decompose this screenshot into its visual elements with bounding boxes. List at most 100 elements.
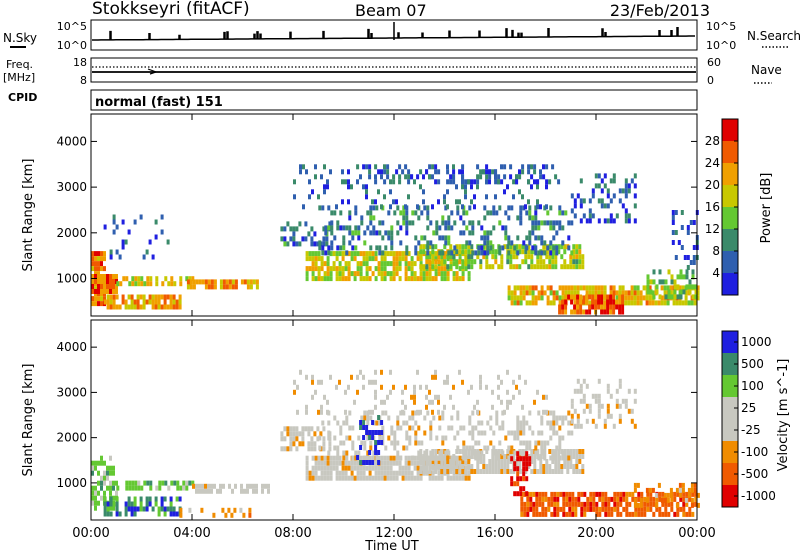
heatmap-cell (561, 304, 565, 310)
heatmap-cell (633, 193, 637, 199)
heatmap-cell (305, 470, 309, 476)
heatmap-cell (372, 230, 376, 236)
heatmap-cell (353, 256, 357, 262)
heatmap-cell (429, 455, 433, 461)
heatmap-cell (680, 225, 684, 230)
heatmap-cell (458, 199, 461, 205)
heatmap-cell (425, 384, 428, 390)
heatmap-cell (510, 456, 514, 462)
heatmap-cell (374, 199, 377, 205)
heatmap-cell (365, 251, 369, 257)
heatmap-cell (696, 295, 700, 301)
heatmap-cell (530, 449, 534, 454)
heatmap-cell (160, 214, 164, 220)
heatmap-cell (323, 455, 327, 461)
heatmap-cell (311, 379, 314, 385)
heatmap-cell (690, 487, 694, 493)
heatmap-cell (368, 164, 372, 170)
heatmap-cell (292, 431, 296, 437)
heatmap-cell (386, 174, 390, 180)
heatmap-cell (615, 403, 619, 409)
heatmap-cell (539, 459, 543, 464)
heatmap-cell (568, 506, 572, 512)
heatmap-cell (441, 410, 445, 416)
heatmap-cell (163, 294, 167, 300)
heatmap-cell (345, 435, 349, 441)
heatmap-cell (327, 450, 331, 456)
heatmap-cell (564, 455, 568, 461)
heatmap-cell (112, 274, 115, 279)
heatmap-cell (688, 506, 692, 512)
heatmap-cell (537, 455, 541, 461)
heatmap-cell (134, 480, 138, 486)
heatmap-cell (395, 266, 399, 272)
heatmap-cell (446, 276, 450, 282)
heatmap-cell (293, 194, 296, 200)
heatmap-cell (491, 469, 495, 474)
heatmap-cell (310, 241, 314, 247)
heatmap-cell (573, 300, 577, 306)
heatmap-cell (600, 178, 604, 184)
heatmap-cell (91, 470, 94, 476)
heatmap-cell (597, 398, 601, 404)
heatmap-cell (539, 174, 543, 180)
heatmap-cell (91, 296, 94, 302)
heatmap-cell (127, 501, 131, 507)
heatmap-cell (374, 276, 378, 282)
heatmap-cell (142, 506, 146, 512)
heatmap-cell (414, 410, 418, 416)
heatmap-cell (293, 389, 296, 395)
heatmap-cell (384, 410, 388, 416)
heatmap-cell (435, 435, 439, 441)
heatmap-cell (600, 188, 604, 194)
heatmap-cell (473, 259, 477, 265)
heatmap-cell (621, 294, 625, 300)
heatmap-cell (106, 470, 109, 476)
heatmap-cell (534, 250, 538, 256)
heatmap-cell (619, 501, 623, 507)
heatmap-cell (549, 410, 553, 416)
heatmap-cell (676, 294, 680, 300)
heatmap-cell (91, 284, 94, 289)
heatmap-cell (407, 179, 411, 185)
heatmap-cell (160, 496, 164, 502)
heatmap-cell (399, 225, 403, 231)
heatmap-cell (464, 244, 468, 250)
heatmap-cell (374, 256, 378, 262)
heatmap-cell (335, 251, 339, 257)
heatmap-cell (362, 425, 366, 430)
heatmap-cell (619, 496, 623, 502)
heatmap-cell (519, 430, 523, 436)
heatmap-cell (600, 203, 604, 209)
heatmap-cell (407, 194, 410, 200)
heatmap-cell (594, 299, 598, 305)
heatmap-cell (522, 461, 526, 467)
heatmap-cell (600, 285, 604, 291)
heatmap-cell (559, 491, 563, 497)
heatmap-cell (603, 290, 607, 296)
heatmap-cell (600, 309, 604, 315)
heatmap-cell (658, 511, 662, 517)
heatmap-cell (151, 299, 155, 305)
heatmap-cell (462, 425, 466, 431)
heatmap-cell (396, 455, 400, 461)
heatmap-cell (443, 259, 447, 265)
heatmap-cell (106, 284, 109, 289)
heatmap-cell (670, 294, 674, 300)
heatmap-cell (673, 511, 677, 517)
heatmap-cell (579, 203, 583, 209)
heatmap-cell (374, 394, 377, 400)
heatmap-cell (518, 469, 522, 474)
heatmap-cell (405, 430, 409, 436)
heatmap-cell (696, 285, 700, 291)
heatmap-cell (561, 210, 565, 216)
heatmap-cell (573, 213, 577, 219)
heatmap-cell (563, 259, 567, 265)
heatmap-cell (694, 294, 698, 300)
heatmap-cell (368, 455, 372, 461)
heatmap-cell (548, 449, 552, 454)
heatmap-cell (459, 425, 463, 431)
heatmap-cell (465, 210, 469, 216)
heatmap-cell (100, 279, 103, 284)
heatmap-cell (335, 384, 338, 390)
